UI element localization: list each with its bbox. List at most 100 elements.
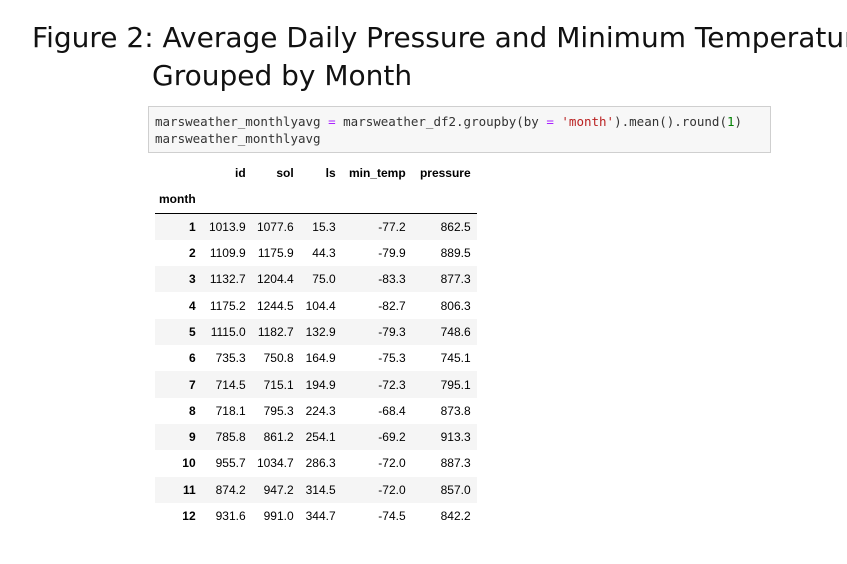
header-cell (299, 186, 342, 214)
header-cell (201, 186, 252, 214)
table-cell: 1077.6 (256, 219, 294, 234)
row-index: 8 (188, 403, 196, 418)
column-header: min_temp (348, 166, 406, 181)
table-cell: 842.2 (440, 509, 471, 523)
index-name: month (155, 186, 202, 214)
table-cell: 1132.7 (209, 272, 246, 287)
table-cell: 947.2 (263, 482, 294, 497)
column-header: pressure (419, 166, 471, 181)
code-token: ) (734, 114, 743, 129)
table-row: 11 874.2 947.2 314.5 -72.0 857.0 (155, 476, 477, 503)
table-row: 12 931.6 991.0 344.7 -74.5 842.2 (155, 503, 477, 529)
table-cell: -79.3 (378, 324, 406, 339)
table-row: 9 785.8 861.2 254.1 -69.2 913.3 (155, 423, 477, 451)
row-index: 1 (188, 219, 196, 234)
table-row: 3 1132.7 1204.4 75.0 -83.3 877.3 (155, 266, 477, 293)
table-row: 10 955.7 1034.7 286.3 -72.0 887.3 (155, 450, 477, 476)
table-cell: 1034.7 (256, 456, 294, 471)
table-cell: -72.0 (378, 482, 406, 497)
table-cell: -82.7 (378, 298, 406, 313)
table-cell: -75.3 (378, 351, 406, 366)
row-index: 5 (188, 324, 196, 339)
table-cell: 887.3 (440, 456, 471, 471)
row-index: 2 (188, 246, 196, 261)
code-line: marsweather_monthlyavg = marsweather_df2… (155, 114, 742, 129)
table-cell: 1175.9 (257, 246, 294, 261)
table-row: 5 1115.0 1182.7 132.9 -79.3 748.6 (155, 318, 477, 346)
row-index: 7 (188, 377, 196, 392)
table-cell: 931.6 (215, 509, 246, 523)
table-cell: 861.2 (263, 430, 294, 445)
row-index: 9 (188, 430, 196, 445)
table-cell: 955.7 (215, 456, 246, 471)
row-index: 3 (188, 272, 196, 287)
figure-title: Figure 2: Average Daily Pressure and Min… (32, 21, 847, 54)
table-cell: -69.2 (378, 430, 406, 445)
table-cell: 132.9 (305, 324, 336, 339)
table-cell: 1115.0 (210, 324, 246, 339)
table-row: 1 1013.9 1077.6 15.3 -77.2 862.5 (155, 213, 477, 240)
table-cell: 750.8 (263, 351, 294, 366)
table-cell: 991.0 (263, 509, 294, 523)
header-cell (155, 160, 202, 186)
table-row: 2 1109.9 1175.9 44.3 -79.9 889.5 (155, 240, 477, 266)
table-cell: 913.3 (440, 430, 471, 445)
code-token: 1 (726, 114, 735, 129)
table-cell: -72.0 (378, 456, 406, 471)
table-cell: 286.3 (305, 456, 336, 471)
dataframe-table: id sol ls min_temp pressure month 1 1013.9 1077… (155, 160, 477, 529)
row-index: 11 (182, 482, 196, 497)
table-cell: 15.3 (312, 219, 336, 234)
table-cell: 1244.5 (256, 298, 294, 313)
table-cell: 857.0 (440, 482, 471, 497)
header-cell (411, 186, 477, 214)
row-index: 6 (188, 351, 196, 366)
table-cell: -79.9 (378, 246, 406, 261)
column-header: sol (276, 166, 294, 181)
table-cell: 44.3 (312, 246, 336, 261)
code-token: = (546, 114, 554, 129)
header-cell (341, 186, 412, 214)
table-cell: 75.0 (312, 272, 336, 287)
table-row: 8 718.1 795.3 224.3 -68.4 873.8 (155, 398, 477, 424)
code-token: marsweather_monthlyavg (155, 114, 329, 129)
table-cell: 714.5 (215, 377, 246, 392)
table-row: 6 735.3 750.8 164.9 -75.3 745.1 (155, 345, 477, 371)
table-cell: 735.3 (215, 351, 246, 366)
table-cell: 862.5 (440, 219, 471, 234)
code-token: = (328, 114, 336, 129)
table-cell: 344.7 (305, 509, 336, 523)
table-cell: 1109.9 (209, 246, 246, 261)
code-token: marsweather_monthlyavg (155, 131, 321, 146)
table-cell: 718.1 (215, 403, 246, 418)
table-cell: 715.1 (263, 377, 294, 392)
table-cell: 1013.9 (208, 219, 246, 234)
table-cell: -72.3 (378, 377, 406, 392)
table-cell: 795.3 (263, 403, 294, 418)
table-cell: 785.8 (215, 430, 246, 445)
table-cell: 224.3 (305, 403, 336, 418)
figure-title: Grouped by Month (152, 59, 413, 92)
code-token: ).mean().round( (614, 114, 727, 129)
code-cell[interactable]: marsweather_monthlyavg = marsweather_df2… (148, 106, 771, 153)
table-cell: 164.9 (305, 351, 336, 366)
table-cell: 254.1 (305, 430, 336, 445)
table-cell: 104.4 (305, 298, 336, 313)
table-cell: 874.2 (215, 482, 246, 497)
table-cell: 806.3 (440, 298, 471, 313)
table-cell: 873.8 (440, 403, 471, 418)
table-cell: 194.9 (305, 377, 336, 392)
table-row: 4 1175.2 1244.5 104.4 -82.7 806.3 (155, 292, 477, 318)
table-cell: 795.1 (440, 377, 471, 392)
code-line: marsweather_monthlyavg (155, 131, 321, 146)
row-index: 12 (182, 509, 196, 523)
table-row: 7 714.5 715.1 194.9 -72.3 795.1 (155, 371, 477, 398)
table-cell: 877.3 (440, 272, 471, 287)
code-token: 'month' (561, 114, 615, 129)
header-cell (251, 186, 300, 214)
table-cell: 314.5 (305, 482, 336, 497)
header-row: id sol ls min_temp pressure (155, 160, 477, 186)
code-token: marsweather_df2.groupby(by (335, 114, 547, 129)
row-index: 10 (182, 456, 196, 471)
